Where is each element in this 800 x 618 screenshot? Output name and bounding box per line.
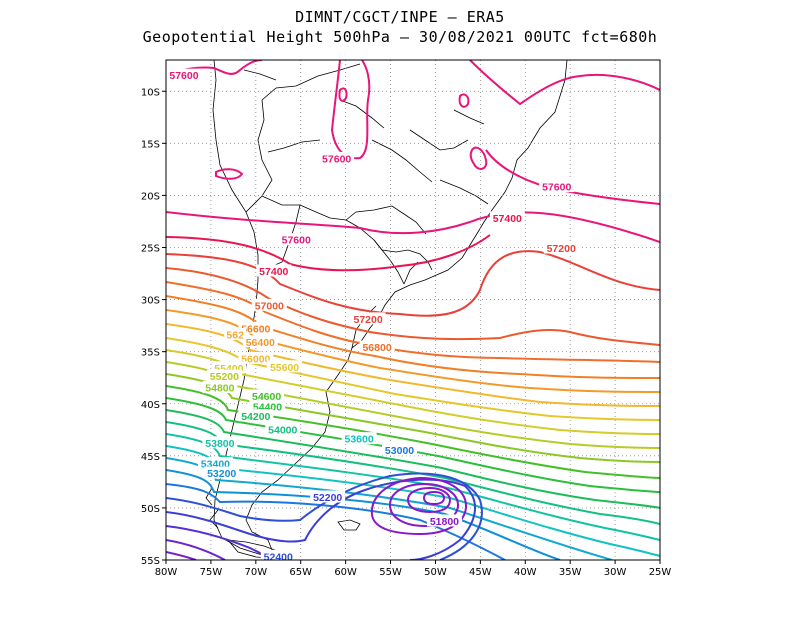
- contour-label-bg: [238, 351, 274, 364]
- contour-label-bg: [202, 436, 238, 449]
- contour-label: 56000: [241, 353, 270, 365]
- contour-label: 57200: [547, 243, 576, 255]
- x-tick-label: 45W: [469, 567, 492, 578]
- contour-label: 52200: [313, 492, 342, 504]
- y-tick-label: 45S: [141, 452, 160, 463]
- contour-label: 52400: [264, 551, 293, 563]
- contour-label: 55200: [210, 371, 239, 383]
- axis-ticks: 80W 75W 70W 65W 60W 55W 50W 45W 40W 35W 30W 25W 10S 1…: [141, 87, 671, 578]
- contour-label: 57400: [493, 213, 522, 225]
- contour-label-bg: [359, 340, 395, 353]
- contour-label-bg: [256, 264, 292, 277]
- contour-label: 55600: [270, 362, 299, 374]
- contour-label: 53800: [205, 438, 234, 450]
- contour-label-bg: [249, 389, 285, 402]
- contour-label-bg: [206, 369, 242, 382]
- contour-label: 57600: [169, 70, 198, 82]
- y-tick-label: 40S: [141, 400, 160, 411]
- contour-label-bg: [202, 381, 238, 394]
- contour-label-bg: [265, 422, 301, 435]
- contour-label: 57000: [255, 300, 284, 312]
- chart-title-line2: Geopotential Height 500hPa – 30/08/2021 …: [142, 28, 658, 46]
- contour-label-bg: [539, 180, 575, 193]
- x-tick-label: 25W: [649, 567, 672, 578]
- y-tick-label: 15S: [141, 139, 160, 150]
- y-tick-label: 55S: [141, 556, 160, 567]
- chart-title-line1: DIMNT/CGCT/INPE – ERA5: [295, 8, 505, 26]
- contour-label-bg: [260, 549, 296, 562]
- x-tick-label: 70W: [245, 567, 268, 578]
- x-tick-label: 35W: [559, 567, 582, 578]
- contour-label-bg: [238, 409, 274, 422]
- contour-label: 56800: [362, 342, 391, 354]
- contour-label-bg: [267, 360, 303, 373]
- contour-label-bg: [341, 432, 377, 445]
- contour-label-bg: [350, 312, 386, 325]
- contour-label: 57600: [542, 182, 571, 194]
- contour-label: 53000: [385, 445, 414, 457]
- x-tick-label: 80W: [155, 567, 178, 578]
- contour-label: 53600: [345, 434, 374, 446]
- contour-label-bg: [197, 457, 233, 470]
- contour-label-bg: [278, 233, 314, 246]
- contour-label: 53200: [207, 468, 236, 480]
- y-tick-label: 20S: [141, 191, 160, 202]
- contour-label-bg: [204, 466, 240, 479]
- contour-label-bg: [310, 490, 346, 503]
- geopotential-contours: [166, 60, 660, 560]
- contour-label: 562: [226, 330, 244, 342]
- contour-label-bg: [382, 443, 418, 456]
- contour-label: 56400: [246, 337, 275, 349]
- map-frame: [165, 59, 661, 561]
- x-tick-label: 40W: [514, 567, 537, 578]
- contour-label: 57400: [259, 266, 288, 278]
- contour-label: 57600: [322, 153, 351, 165]
- contour-label-bg: [238, 321, 274, 334]
- x-tick-label: 65W: [289, 567, 312, 578]
- contour-label-bg: [426, 514, 462, 527]
- contour-label-bg: [319, 151, 355, 164]
- y-tick-label: 25S: [141, 244, 160, 255]
- contour-label-bg: [489, 211, 525, 224]
- x-tick-label: 55W: [379, 567, 402, 578]
- contour-label-bg: [242, 335, 278, 348]
- y-tick-label: 35S: [141, 348, 160, 359]
- y-tick-label: 30S: [141, 296, 160, 307]
- contour-label-bg: [249, 399, 285, 412]
- contour-label-bg: [166, 68, 202, 81]
- contour-labels: 57600 57600 57600 57600 57400 57400 57200 57200…: [166, 68, 579, 563]
- contour-label: 56600: [241, 323, 270, 335]
- x-tick-label: 50W: [424, 567, 447, 578]
- y-tick-label: 10S: [141, 87, 160, 98]
- contour-label: 54800: [205, 383, 234, 395]
- coastlines: [205, 60, 568, 559]
- x-tick-label: 30W: [604, 567, 627, 578]
- contour-label-bg: [543, 241, 579, 254]
- contour-label: 54200: [241, 411, 270, 423]
- x-tick-label: 75W: [200, 567, 223, 578]
- contour-label-bg: [251, 298, 287, 311]
- contour-label: 57600: [282, 235, 311, 247]
- x-tick-label: 60W: [334, 567, 357, 578]
- contour-label-bg: [224, 328, 247, 340]
- y-tick-label: 50S: [141, 504, 160, 515]
- contour-label: 57200: [353, 314, 382, 326]
- contour-label: 51800: [430, 516, 459, 528]
- contour-label: 54000: [268, 424, 297, 436]
